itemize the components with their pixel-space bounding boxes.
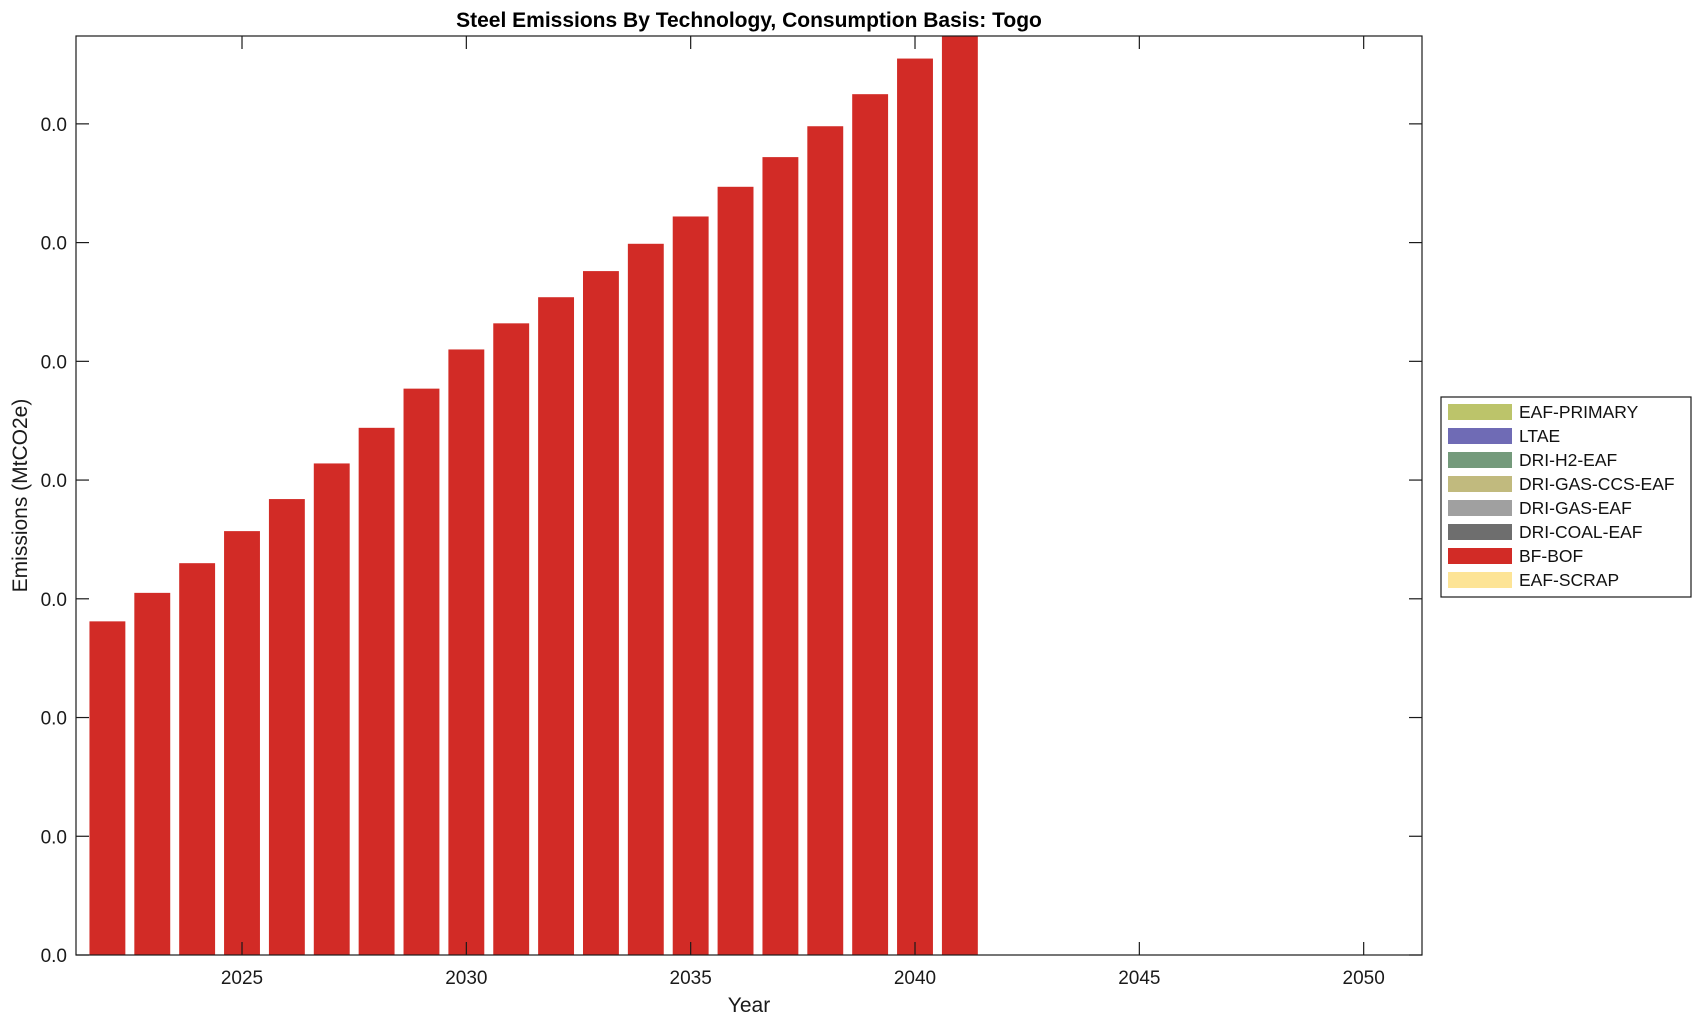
bar-bf-bof-2025 [224,531,260,955]
bar-bf-bof-2040 [897,58,933,955]
bar-bf-bof-2032 [538,297,575,955]
legend-label-eaf-primary: EAF-PRIMARY [1519,402,1639,422]
bar-bf-bof-2037 [762,157,799,955]
bars-layer [89,36,978,956]
x-tick-label: 2030 [445,968,487,989]
legend-swatch-bf-bof [1448,548,1512,564]
bar-bf-bof-2023 [134,592,171,955]
legend-swatch-dri-gas-eaf [1448,500,1512,516]
ticks-layer [76,36,1422,956]
legend: EAF-PRIMARY LTAE DRI-H2-EAF DRI-GAS-CCS-EAF… [1440,396,1692,598]
bar-bf-bof-2034 [627,243,664,955]
legend-box [1440,396,1692,598]
y-tick-labels: 0.0 0.0 0.0 0.0 0.0 0.0 0.0 0.0 [41,115,67,967]
legend-label-eaf-scrap: EAF-SCRAP [1519,570,1619,590]
legend-swatch-dri-gas-ccs-eaf [1448,476,1512,492]
bar-bf-bof-2031 [493,323,530,955]
legend-label-bf-bof: BF-BOF [1519,546,1583,566]
x-tick-label: 2025 [221,968,263,989]
legend-label-dri-gas-ccs-eaf: DRI-GAS-CCS-EAF [1519,474,1675,494]
y-tick-label: 0.0 [41,590,67,611]
legend-swatch-eaf-primary [1448,404,1512,420]
x-tick-label: 2035 [670,968,712,989]
bar-bf-bof-2022 [89,621,126,955]
bar-bf-bof-2028 [358,427,395,955]
x-tick-label: 2045 [1118,968,1160,989]
bar-bf-bof-2024 [179,563,216,955]
legend-label-ltae: LTAE [1519,426,1560,446]
y-tick-label: 0.0 [41,352,67,373]
legend-swatch-dri-h2-eaf [1448,452,1512,468]
y-tick-label: 0.0 [41,234,67,255]
bar-bf-bof-2030 [448,349,485,955]
legend-label-dri-h2-eaf: DRI-H2-EAF [1519,450,1617,470]
y-tick-label: 0.0 [41,471,67,492]
legend-label-dri-gas-eaf: DRI-GAS-EAF [1519,498,1632,518]
x-tick-label: 2040 [894,968,936,989]
bar-bf-bof-2035 [672,216,709,955]
y-tick-label: 0.0 [41,946,67,967]
x-tick-label: 2050 [1343,968,1385,989]
x-tick-labels: 2025 2030 2035 2040 2045 2050 [221,968,1385,989]
bar-bf-bof-2027 [313,463,350,955]
legend-swatch-eaf-scrap [1448,572,1512,588]
bar-bf-bof-2026 [268,499,305,955]
y-tick-label: 0.0 [41,115,67,136]
x-axis-title: Year [728,994,770,1017]
legend-swatch-ltae [1448,428,1512,444]
bar-bf-bof-2029 [403,388,440,955]
y-tick-label: 0.0 [41,827,67,848]
bar-bf-bof-2036 [717,186,754,955]
plot-frame [75,35,1423,956]
bar-bf-bof-2038 [807,126,844,955]
chart-title: Steel Emissions By Technology, Consumpti… [456,9,1042,32]
y-axis-title: Emissions (MtCO2e) [9,399,32,593]
bar-bf-bof-2033 [582,271,619,955]
y-tick-label: 0.0 [41,709,67,730]
bar-bf-bof-2039 [852,94,889,956]
legend-label-dri-coal-eaf: DRI-COAL-EAF [1519,522,1642,542]
legend-swatch-dri-coal-eaf [1448,524,1512,540]
bar-bf-bof-2041 [941,36,978,955]
